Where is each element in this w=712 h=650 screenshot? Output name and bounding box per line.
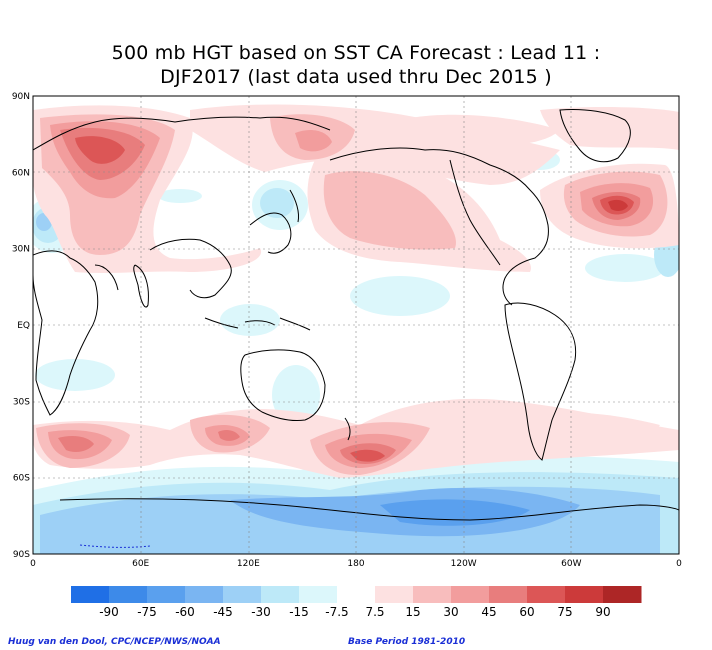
x-tick-label: 120E	[237, 559, 260, 569]
x-tick-label: 0	[30, 559, 36, 569]
colorbar-level-label: -15	[289, 605, 309, 619]
colorbar-swatch	[565, 586, 604, 603]
y-tick-label: 60N	[12, 168, 30, 178]
colorbar-level-label: -30	[251, 605, 271, 619]
colorbar-swatch	[299, 586, 338, 603]
y-axis-tick-labels: 90N 60N 30N EQ 30S 60S 90S	[12, 92, 30, 560]
colorbar-swatch	[489, 586, 528, 603]
colorbar-swatch	[185, 586, 224, 603]
positive-anomaly-north-atlantic	[540, 163, 679, 249]
y-tick-label: EQ	[17, 321, 30, 331]
positive-anomaly-southern-belt	[33, 398, 679, 478]
x-tick-label: 120W	[451, 559, 477, 569]
colorbar-level-label: 90	[595, 605, 610, 619]
colorbar-swatch	[223, 586, 262, 603]
x-tick-label: 180	[347, 559, 364, 569]
colorbar-level-label: 45	[481, 605, 496, 619]
x-axis-tick-labels: 0 60E 120E 180 120W 60W 0	[30, 559, 682, 569]
y-tick-label: 60S	[13, 474, 30, 484]
positive-anomaly-eurasia	[33, 105, 262, 273]
colorbar-swatch	[603, 586, 642, 603]
negative-anomaly-southern-band	[33, 455, 679, 554]
credit-base-period: Base Period 1981-2010	[348, 637, 466, 647]
colorbar-level-label: -90	[99, 605, 119, 619]
colorbar-labels: -90 -75 -60 -45 -30 -15 -7.5 7.5 15 30 45 60 75 90	[99, 605, 610, 619]
colorbar-level-label: 7.5	[365, 605, 384, 619]
colorbar-swatch	[147, 586, 186, 603]
colorbar-level-label: 30	[443, 605, 458, 619]
colorbar-level-label: -75	[137, 605, 157, 619]
colorbar-level-label: -60	[175, 605, 195, 619]
y-tick-label: 90N	[12, 92, 30, 102]
credit-author: Huug van den Dool, CPC/NCEP/NWS/NOAA	[8, 637, 221, 647]
colorbar-level-label: 60	[519, 605, 534, 619]
coastlines	[33, 109, 679, 548]
map-plot-area	[33, 96, 679, 554]
positive-anomaly-east-pacific	[307, 155, 531, 272]
colorbar-swatch	[71, 586, 110, 603]
colorbar-swatch	[337, 586, 376, 603]
colorbar-swatch	[261, 586, 300, 603]
colorbar-swatch	[451, 586, 490, 603]
x-tick-label: 0	[676, 559, 682, 569]
y-tick-label: 90S	[13, 550, 30, 560]
colorbar-swatch	[413, 586, 452, 603]
colorbar	[71, 586, 642, 603]
colorbar-swatch	[527, 586, 566, 603]
plot-frame	[32, 95, 680, 555]
y-tick-label: 30N	[12, 245, 30, 255]
graticule	[33, 96, 679, 554]
colorbar-level-label: 75	[557, 605, 572, 619]
chart-subtitle: DJF2017 (last data used thru Dec 2015 )	[160, 66, 552, 88]
y-tick-label: 30S	[13, 397, 30, 407]
chart-title: 500 mb HGT based on SST CA Forecast : Le…	[111, 42, 601, 64]
x-tick-label: 60E	[132, 559, 149, 569]
colorbar-level-label: 15	[405, 605, 420, 619]
x-tick-label: 60W	[561, 559, 581, 569]
colorbar-swatch	[109, 586, 148, 603]
colorbar-level-label: -7.5	[325, 605, 348, 619]
colorbar-level-label: -45	[213, 605, 233, 619]
positive-anomaly-north-pacific	[190, 104, 679, 185]
colorbar-swatch	[375, 586, 414, 603]
